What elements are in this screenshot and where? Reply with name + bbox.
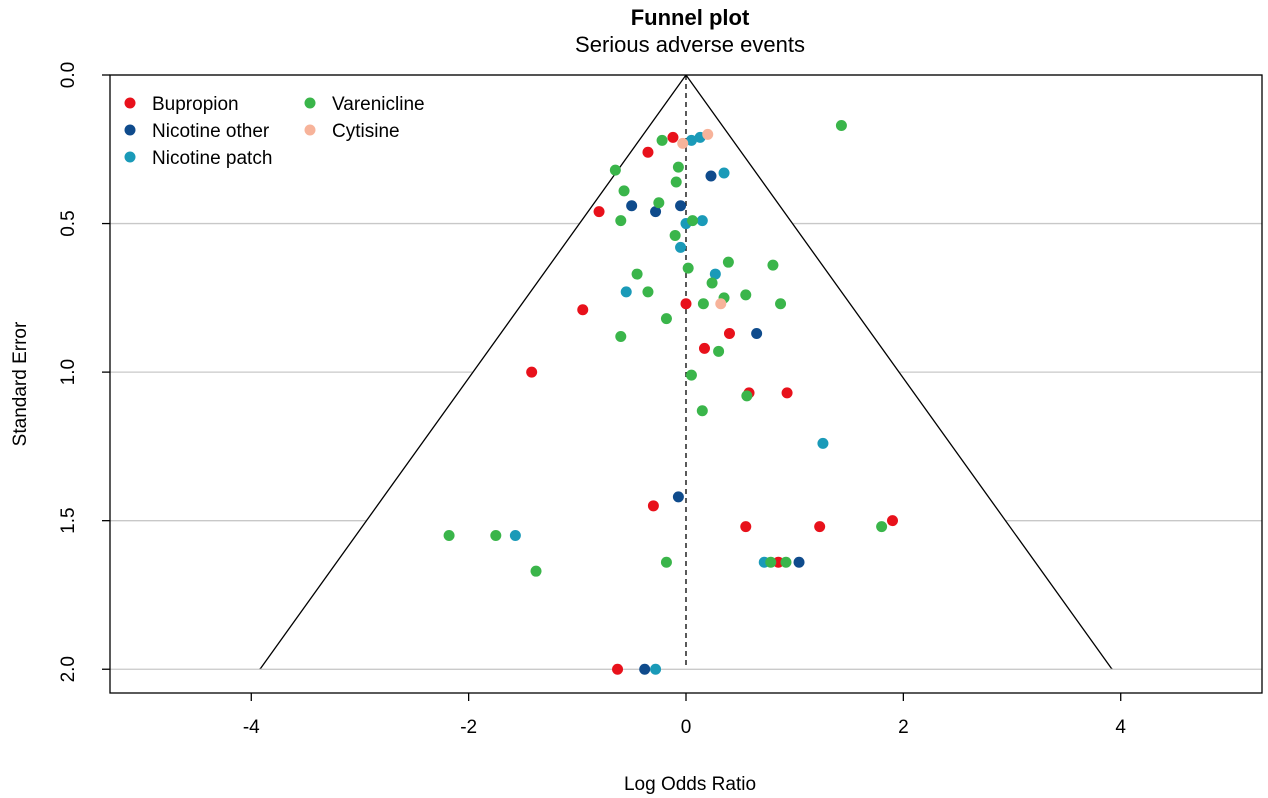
- point-bupropion-10: [647, 500, 659, 512]
- point-varenicline-15: [642, 286, 654, 298]
- x-tick-label-3: 2: [898, 717, 909, 738]
- x-axis: -4 -2 0 2 4: [243, 693, 1126, 738]
- point-bupropion-2: [593, 206, 605, 218]
- data-points: [443, 120, 898, 675]
- y-tick-label-3: 1.5: [58, 507, 79, 533]
- point-varenicline-18: [775, 298, 787, 310]
- point-bupropion-4: [680, 298, 692, 310]
- point-varenicline-16: [740, 289, 752, 301]
- legend-marker-2: [124, 124, 136, 136]
- point-nicotine-other-0: [705, 170, 717, 182]
- point-cytisine-0: [702, 128, 714, 140]
- legend-label-3: Cytisine: [332, 121, 400, 142]
- x-axis-label: Log Odds Ratio: [624, 774, 756, 795]
- point-nicotine-patch-2: [718, 167, 730, 179]
- point-bupropion-5: [723, 327, 735, 339]
- x-tick-label-1: -2: [460, 717, 477, 738]
- point-cytisine-2: [715, 298, 727, 310]
- point-nicotine-other-3: [675, 200, 687, 212]
- legend: Bupropion Varenicline Nicotine other Cytisi…: [124, 94, 425, 169]
- legend-label-0: Bupropion: [152, 94, 239, 115]
- legend-label-1: Varenicline: [332, 94, 425, 115]
- point-varenicline-28: [490, 530, 502, 542]
- point-varenicline-5: [618, 185, 630, 197]
- point-varenicline-19: [697, 298, 709, 310]
- point-varenicline-10: [722, 256, 734, 268]
- point-nicotine-patch-9: [509, 530, 521, 542]
- chart-title: Funnel plot: [631, 5, 750, 30]
- point-nicotine-patch-5: [675, 241, 687, 253]
- point-varenicline-14: [706, 277, 718, 289]
- y-axis: 0.0 0.5 1.0 1.5 2.0: [58, 62, 110, 682]
- point-varenicline-20: [660, 313, 672, 325]
- point-varenicline-2: [672, 161, 684, 173]
- point-bupropion-15: [612, 663, 624, 675]
- point-bupropion-9: [781, 387, 793, 399]
- point-varenicline-32: [530, 565, 542, 577]
- point-nicotine-patch-8: [817, 437, 829, 449]
- point-nicotine-other-2: [650, 206, 662, 218]
- point-bupropion-6: [698, 342, 710, 354]
- point-nicotine-other-7: [639, 663, 651, 675]
- point-varenicline-31: [780, 556, 792, 568]
- point-bupropion-3: [577, 304, 589, 316]
- y-tick-label-2: 1.0: [58, 359, 79, 385]
- legend-label-4: Nicotine patch: [152, 148, 272, 169]
- y-axis-label: Standard Error: [10, 321, 31, 446]
- legend-marker-4: [124, 151, 136, 163]
- legend-marker-1: [304, 97, 316, 109]
- point-nicotine-other-4: [751, 327, 763, 339]
- point-varenicline-26: [876, 521, 888, 533]
- point-nicotine-other-5: [672, 491, 684, 503]
- point-varenicline-4: [670, 176, 682, 188]
- legend-label-2: Nicotine other: [152, 121, 270, 142]
- point-varenicline-23: [685, 369, 697, 381]
- point-varenicline-6: [653, 197, 665, 209]
- y-tick-label-4: 2.0: [58, 656, 79, 682]
- x-tick-label-2: 0: [681, 717, 692, 738]
- point-varenicline-13: [631, 268, 643, 280]
- x-tick-label-0: -4: [243, 717, 260, 738]
- point-bupropion-7: [526, 366, 538, 378]
- funnel-right-edge: [685, 74, 1113, 670]
- point-varenicline-27: [443, 530, 455, 542]
- point-nicotine-patch-0: [685, 134, 697, 146]
- point-nicotine-other-1: [626, 200, 638, 212]
- point-nicotine-patch-11: [650, 663, 662, 675]
- point-varenicline-21: [615, 330, 627, 342]
- point-bupropion-11: [740, 521, 752, 533]
- point-varenicline-12: [682, 262, 694, 274]
- y-tick-label-0: 0.0: [58, 62, 79, 88]
- point-nicotine-patch-4: [696, 215, 708, 227]
- chart-subtitle: Serious adverse events: [575, 32, 805, 57]
- point-varenicline-29: [660, 556, 672, 568]
- point-varenicline-25: [696, 405, 708, 417]
- point-varenicline-22: [713, 345, 725, 357]
- point-varenicline-9: [669, 229, 681, 241]
- point-bupropion-12: [814, 521, 826, 533]
- y-tick-label-1: 0.5: [58, 210, 79, 236]
- point-nicotine-patch-6: [709, 268, 721, 280]
- point-varenicline-11: [767, 259, 779, 271]
- point-bupropion-0: [667, 131, 679, 143]
- x-tick-label-4: 4: [1115, 717, 1126, 738]
- point-varenicline-1: [656, 134, 668, 146]
- point-cytisine-1: [677, 137, 689, 149]
- point-bupropion-14: [772, 556, 784, 568]
- point-varenicline-30: [765, 556, 777, 568]
- point-nicotine-patch-7: [620, 286, 632, 298]
- point-bupropion-13: [886, 515, 898, 527]
- point-varenicline-7: [687, 215, 699, 227]
- point-varenicline-3: [609, 164, 621, 176]
- point-varenicline-24: [741, 390, 753, 402]
- legend-marker-3: [304, 124, 316, 136]
- point-bupropion-1: [642, 146, 654, 158]
- legend-marker-0: [124, 97, 136, 109]
- point-nicotine-other-6: [793, 556, 805, 568]
- point-varenicline-8: [615, 215, 627, 227]
- point-varenicline-0: [835, 120, 847, 132]
